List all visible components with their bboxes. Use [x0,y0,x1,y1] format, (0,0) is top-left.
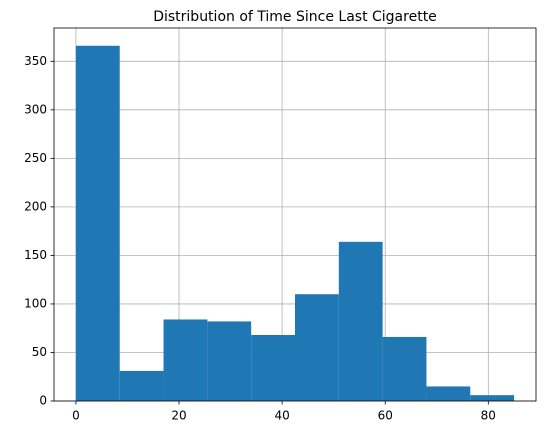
plot-frame [53,27,537,402]
y-tick-label: 100 [24,296,47,310]
y-tick-label: 0 [39,394,47,408]
bar [470,395,515,401]
bar [338,241,383,401]
y-tick-label: 300 [24,102,47,116]
y-tick-label: 200 [24,199,47,213]
bar [207,321,252,401]
x-tick-label: 0 [72,409,80,423]
y-tick-label: 350 [24,54,47,68]
y-tick-label: 250 [24,151,47,165]
bar [426,386,471,401]
bar [119,370,164,401]
x-tick-label: 80 [481,409,496,423]
chart-title: Distribution of Time Since Last Cigarett… [153,9,437,25]
y-tick-label: 150 [24,248,47,262]
x-tick-label: 60 [378,409,393,423]
bar [75,45,120,402]
x-tick-label: 40 [274,409,289,423]
bar [295,294,339,401]
x-tick-label: 20 [171,409,186,423]
bar [382,336,427,401]
y-tick-label: 50 [32,345,47,359]
bar [251,334,295,401]
bar [163,319,208,401]
